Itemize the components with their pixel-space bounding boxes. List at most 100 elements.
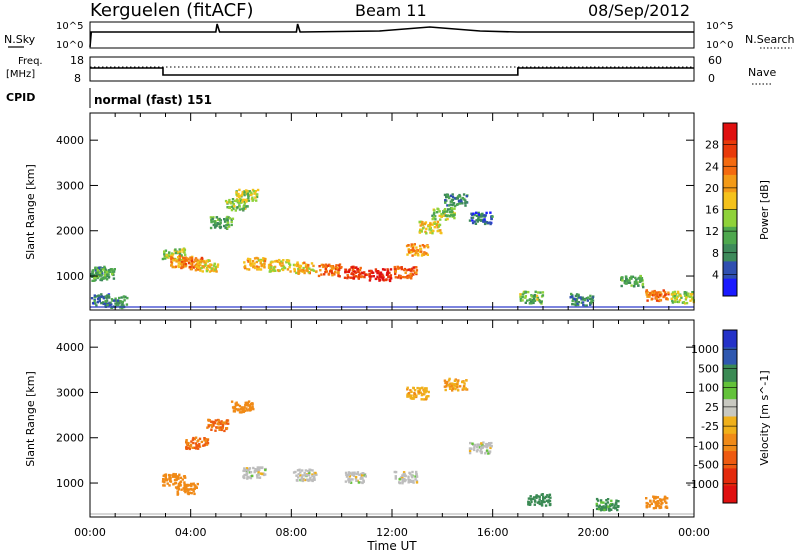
scatter-cell [608, 504, 612, 507]
scatter-cell [353, 471, 356, 474]
scatter-cell [223, 218, 226, 221]
nsearch-tick-high: 10^5 [706, 21, 733, 32]
scatter-cell [200, 256, 204, 260]
scatter-cell [303, 271, 306, 275]
scatter-cell [410, 274, 413, 278]
scatter-cell [355, 275, 358, 278]
scatter-cell [687, 292, 690, 295]
scatter-cell [195, 258, 198, 261]
scatter-cell [571, 295, 574, 298]
scatter-cell [279, 263, 282, 266]
scatter-cell [427, 395, 430, 398]
scatter-cell [243, 264, 247, 268]
scatter-cell [625, 275, 628, 279]
scatter-cell [246, 475, 249, 479]
scatter-cell [462, 385, 466, 388]
scatter-cell [114, 302, 117, 305]
scatter-cell [324, 263, 328, 266]
colorbar-tick-label: 8 [712, 247, 719, 260]
scatter-cell [199, 258, 203, 261]
scatter-cell [574, 294, 578, 298]
colorbar-segment [723, 123, 737, 141]
scatter-cell [185, 445, 188, 449]
scatter-cell [97, 271, 100, 274]
scatter-cell [655, 291, 658, 294]
scatter-cell [297, 476, 300, 479]
scatter-cell [299, 266, 302, 270]
scatter-cell [347, 473, 351, 477]
scatter-cell [536, 298, 539, 301]
scatter-cell [471, 216, 475, 219]
scatter-cell [100, 301, 103, 305]
scatter-cell [226, 221, 230, 224]
scatter-cell [549, 502, 552, 506]
scatter-cell [101, 272, 104, 275]
scatter-cell [104, 268, 107, 271]
scatter-cell [532, 301, 535, 305]
scatter-cell [412, 387, 415, 390]
scatter-cell [241, 192, 244, 196]
scatter-cell [522, 291, 526, 294]
scatter-cell [436, 220, 440, 223]
scatter-cell [313, 473, 317, 476]
scatter-cell [635, 282, 639, 285]
scatter-cell [304, 265, 308, 269]
scatter-cell [423, 390, 426, 393]
scatter-cell [478, 443, 482, 446]
scatter-cell [673, 300, 676, 304]
scatter-cell [444, 201, 447, 204]
scatter-cell [244, 189, 248, 192]
scatter-cell [351, 473, 354, 476]
scatter-cell [219, 225, 223, 229]
scatter-cell [262, 473, 266, 477]
scatter-cell [691, 291, 694, 294]
scatter-cell [193, 487, 196, 490]
scatter-cell [192, 436, 195, 440]
scatter-cell [319, 269, 322, 272]
scatter-cell [242, 207, 246, 210]
scatter-cell [326, 264, 329, 267]
scatter-cell [249, 264, 253, 267]
scatter-cell [446, 217, 449, 221]
scatter-cell [191, 446, 194, 449]
scatter-cell [263, 260, 267, 263]
scatter-cell [207, 259, 210, 262]
scatter-cell [477, 213, 480, 216]
scatter-cell [228, 198, 231, 202]
scatter-cell [383, 268, 386, 271]
scatter-cell [220, 420, 223, 423]
scatter-cell [180, 488, 183, 491]
scatter-cell [687, 295, 690, 298]
scatter-cell [397, 266, 400, 270]
scatter-cell [679, 294, 682, 298]
scatter-cell [438, 223, 442, 227]
scatter-cell [299, 471, 302, 474]
scatter-cell [471, 221, 475, 225]
scatter-cell [192, 441, 195, 445]
scatter-cell [645, 501, 648, 505]
y-tick-label: 1000 [56, 477, 84, 490]
scatter-cell [456, 381, 459, 384]
scatter-cell [484, 220, 487, 223]
scatter-cell [655, 299, 659, 302]
scatter-cell [212, 223, 215, 227]
scatter-cell [315, 270, 318, 273]
scatter-cell [182, 258, 185, 261]
scatter-cell [402, 478, 405, 481]
scatter-cell [105, 278, 109, 281]
scatter-cell [605, 504, 608, 507]
scatter-cell [352, 277, 356, 280]
scatter-cell [424, 230, 427, 234]
scatter-cell [184, 265, 187, 268]
scatter-cell [610, 499, 613, 502]
scatter-cell [300, 476, 303, 479]
scatter-cell [238, 188, 241, 192]
scatter-cell [685, 291, 688, 294]
scatter-cell [301, 262, 305, 265]
scatter-cell [100, 278, 104, 282]
scatter-cell [242, 410, 245, 413]
scatter-cell [285, 261, 288, 264]
scatter-cell [419, 391, 423, 394]
scatter-cell [537, 500, 541, 504]
colorbar-segment [723, 330, 737, 348]
